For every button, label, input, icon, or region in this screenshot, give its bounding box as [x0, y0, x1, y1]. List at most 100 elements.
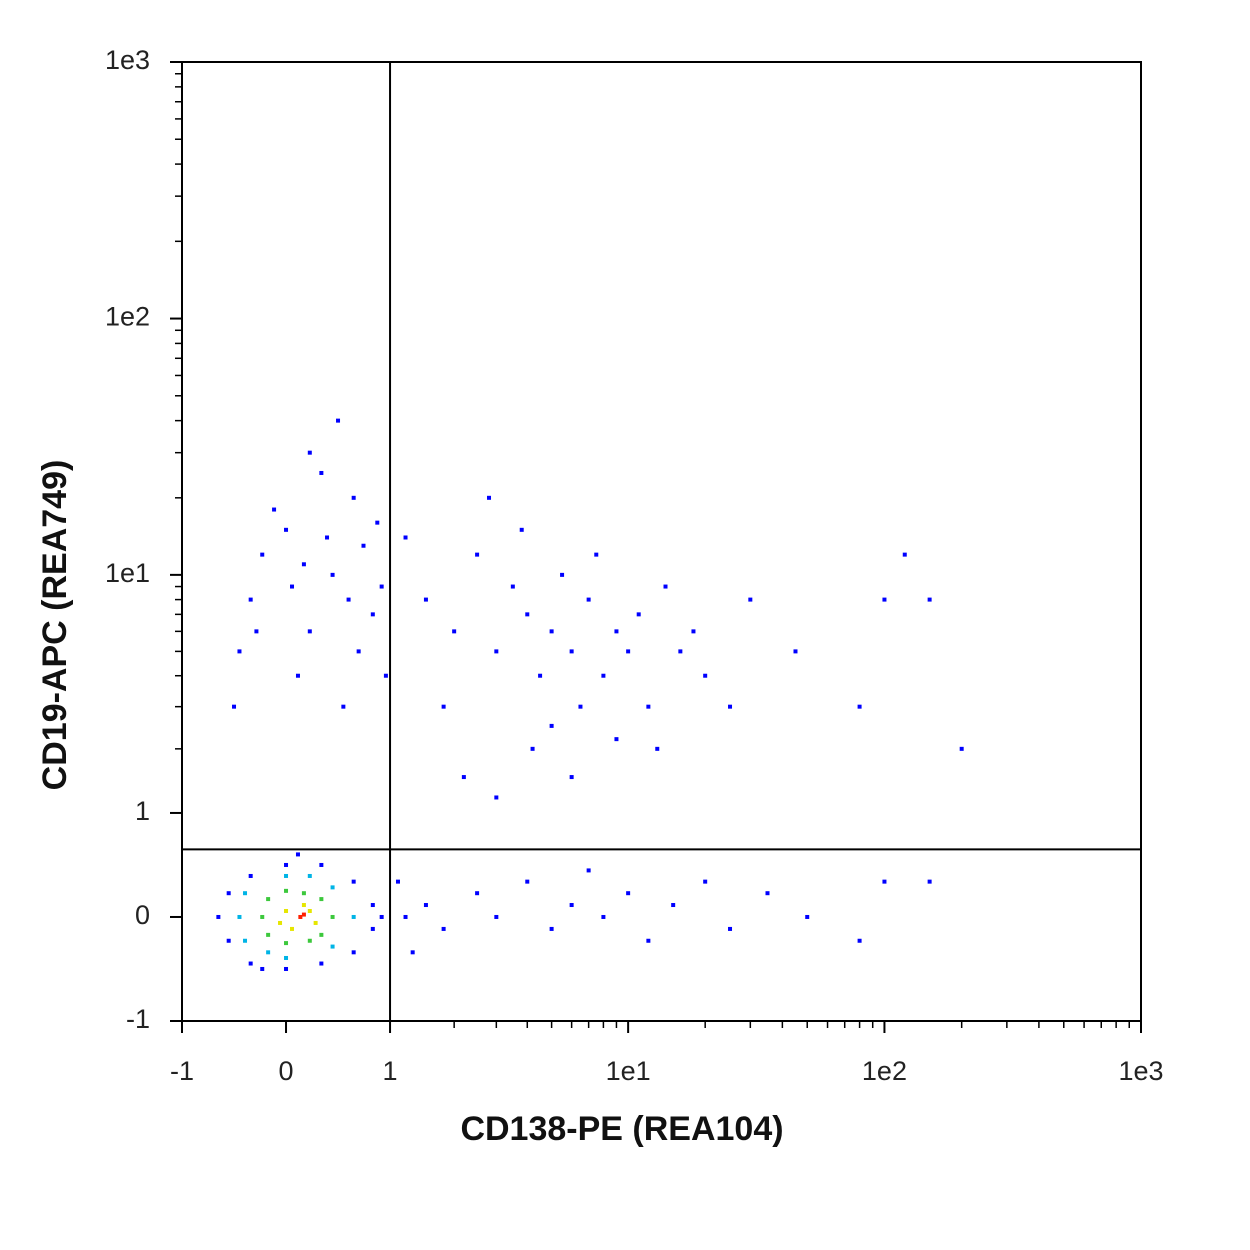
data-point — [319, 470, 324, 475]
data-point — [336, 418, 341, 423]
data-point — [243, 891, 248, 896]
data-point — [530, 746, 535, 751]
data-point — [284, 888, 289, 893]
data-point — [298, 914, 303, 919]
data-point — [525, 879, 530, 884]
data-point — [793, 649, 798, 654]
data-point — [395, 879, 400, 884]
data-point — [882, 879, 887, 884]
data-point — [569, 903, 574, 908]
data-point — [243, 938, 248, 943]
data-point — [510, 584, 515, 589]
data-point — [601, 673, 606, 678]
data-point — [383, 673, 388, 678]
data-point — [594, 552, 599, 557]
x-tick-label: 1e3 — [1118, 1056, 1163, 1086]
data-point — [525, 612, 530, 617]
data-point — [578, 704, 583, 709]
data-point — [266, 932, 271, 937]
data-point — [330, 572, 335, 577]
data-point — [765, 891, 770, 896]
data-point — [538, 673, 543, 678]
y-tick-label: 1 — [135, 796, 150, 826]
data-point — [284, 955, 289, 960]
data-point — [614, 737, 619, 742]
data-point — [351, 950, 356, 955]
data-point — [319, 862, 324, 867]
data-point — [423, 903, 428, 908]
data-point — [319, 961, 324, 966]
data-point — [330, 944, 335, 949]
data-point — [295, 852, 300, 857]
data-point — [313, 920, 318, 925]
data-point — [260, 966, 265, 971]
data-point — [361, 543, 366, 548]
data-point — [284, 862, 289, 867]
data-point — [494, 649, 499, 654]
data-point — [549, 926, 554, 931]
y-tick-label: -1 — [126, 1004, 150, 1034]
data-point — [857, 704, 862, 709]
data-point — [325, 535, 330, 540]
data-point — [927, 879, 932, 884]
data-point — [586, 597, 591, 602]
data-point — [301, 903, 306, 908]
data-point — [284, 966, 289, 971]
data-point — [237, 649, 242, 654]
data-point — [423, 597, 428, 602]
y-tick-label: 1e1 — [105, 558, 150, 588]
data-point — [461, 775, 466, 780]
data-point — [248, 873, 253, 878]
data-point — [671, 903, 676, 908]
data-point — [691, 629, 696, 634]
data-point — [728, 926, 733, 931]
data-point — [882, 597, 887, 602]
data-point — [549, 629, 554, 634]
data-point — [266, 950, 271, 955]
data-point — [728, 704, 733, 709]
data-point — [307, 450, 312, 455]
data-point — [375, 520, 380, 525]
data-point — [703, 673, 708, 678]
data-point — [475, 891, 480, 896]
data-point — [260, 914, 265, 919]
data-point — [226, 891, 231, 896]
data-point — [959, 746, 964, 751]
data-point — [319, 897, 324, 902]
data-point — [902, 552, 907, 557]
data-point — [295, 673, 300, 678]
data-point — [636, 612, 641, 617]
data-point — [626, 891, 631, 896]
data-point — [549, 723, 554, 728]
data-point — [307, 908, 312, 913]
data-point — [857, 938, 862, 943]
data-point — [663, 584, 668, 589]
data-point — [307, 873, 312, 878]
data-point — [330, 885, 335, 890]
data-point — [351, 495, 356, 500]
data-point — [614, 629, 619, 634]
data-point — [284, 527, 289, 532]
data-point — [586, 868, 591, 873]
y-axis-title: CD19-APC (REA749) — [36, 460, 74, 791]
x-tick-label: 1e2 — [862, 1056, 907, 1086]
data-point — [278, 920, 283, 925]
data-point — [569, 649, 574, 654]
data-point — [370, 926, 375, 931]
data-point — [748, 597, 753, 602]
data-point — [379, 914, 384, 919]
x-axis-title: CD138-PE (REA104) — [460, 1110, 783, 1148]
data-point — [370, 612, 375, 617]
data-point — [356, 649, 361, 654]
y-tick-label: 1e3 — [105, 45, 150, 75]
data-point — [260, 552, 265, 557]
plot-frame — [181, 61, 1142, 1022]
data-point — [569, 775, 574, 780]
data-point — [226, 938, 231, 943]
data-point — [284, 873, 289, 878]
data-point — [703, 879, 708, 884]
data-point — [232, 704, 237, 709]
data-point — [441, 704, 446, 709]
data-point — [403, 914, 408, 919]
